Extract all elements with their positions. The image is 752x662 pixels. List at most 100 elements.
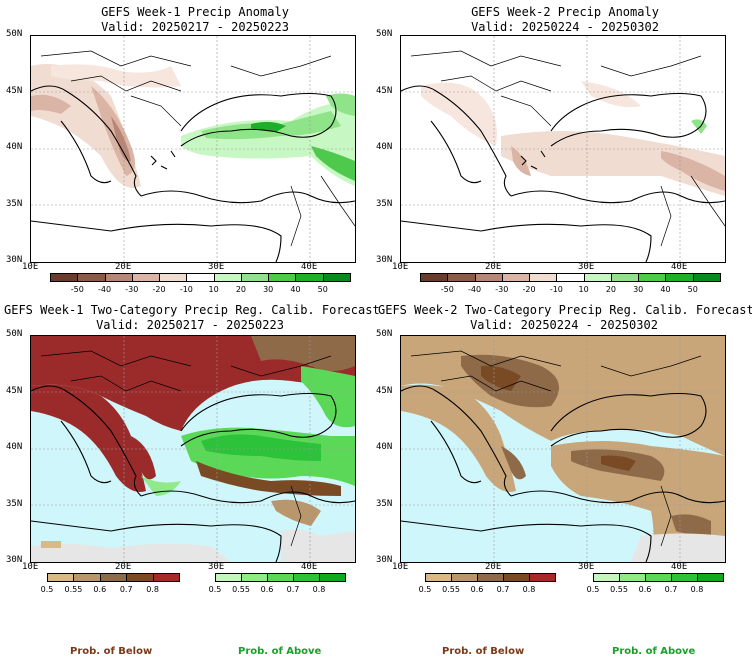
- colorbar-segment: [268, 273, 297, 282]
- lon-label: 10E: [22, 262, 39, 272]
- colorbar-tick-label: 0.8: [690, 585, 704, 594]
- lon-label: 40E: [301, 262, 318, 272]
- lat-label: 50N: [376, 329, 393, 339]
- lat-label: 35N: [376, 498, 393, 509]
- colorbar-tick-label: 0.6: [260, 585, 274, 594]
- colorbar-segment: [671, 573, 698, 582]
- colorbar-tick-label: 20: [235, 285, 246, 294]
- colorbar-tick-label: 0.7: [119, 585, 133, 594]
- colorbar-segment: [638, 273, 667, 282]
- colorbar-segment: [267, 573, 294, 582]
- prob-below-colorbar-week2: 0.5 0.55 0.6 0.7 0.8: [419, 573, 556, 595]
- colorbar-tick-label: 0.55: [232, 585, 250, 594]
- lon-label: 10E: [22, 562, 39, 572]
- colorbar-tick-label: 0.6: [638, 585, 652, 594]
- colorbar-segment: [665, 273, 694, 282]
- colorbar-segment: [593, 573, 620, 582]
- colorbar-segment: [583, 273, 612, 282]
- lat-label: 40N: [6, 442, 23, 452]
- colorbar-tick-label: -30: [495, 285, 509, 294]
- colorbar-tick-label: 10: [208, 285, 219, 294]
- lon-label: 20E: [485, 562, 502, 572]
- lat-label: 50N: [6, 329, 23, 339]
- colorbar-tick-label: 0.5: [418, 585, 432, 594]
- colorbar-tick-label: 0.5: [586, 585, 600, 594]
- lon-label: 40E: [671, 562, 688, 572]
- colorbar-tick-label: -40: [97, 285, 112, 294]
- lon-label: 30E: [208, 562, 225, 572]
- lon-label: 30E: [578, 262, 595, 272]
- colorbar-segment: [447, 273, 476, 282]
- colorbar-segment: [73, 573, 101, 582]
- colorbar-segment: [319, 573, 346, 582]
- colorbar-segment: [104, 273, 133, 282]
- colorbar-tick-label: 50: [687, 285, 698, 294]
- colorbar-segment: [692, 273, 721, 282]
- colorbar-segment: [420, 273, 449, 282]
- colorbar-segment: [501, 273, 531, 282]
- lat-label: 45N: [6, 85, 23, 96]
- colorbar-segment: [186, 273, 215, 282]
- colorbar-tick-label: 0.6: [470, 585, 484, 594]
- map-week1-probability: [30, 335, 356, 563]
- lat-label: 50N: [6, 29, 23, 39]
- colorbar-segment: [213, 273, 242, 282]
- lat-label: 30N: [376, 255, 393, 265]
- colorbar-segment: [152, 573, 180, 582]
- lat-label: 30N: [6, 555, 23, 565]
- lon-label: 10E: [392, 262, 409, 272]
- map-week2-probability: [400, 335, 726, 563]
- colorbar-tick-label: 40: [660, 285, 671, 294]
- colorbar-tick-label: 20: [605, 285, 616, 294]
- colorbar-segment: [215, 573, 242, 582]
- colorbar-segment: [451, 573, 478, 582]
- colorbar-tick-label: 10: [578, 285, 589, 294]
- lon-label: 40E: [671, 262, 688, 272]
- lat-label: 40N: [6, 142, 23, 152]
- colorbar-tick-label: 0.7: [664, 585, 678, 594]
- colorbar-segment: [131, 273, 161, 282]
- colorbar-tick-label: 0.7: [496, 585, 510, 594]
- colorbar-segment: [503, 573, 530, 582]
- lat-label: 40N: [376, 442, 393, 452]
- panel-4-title: GEFS Week-2 Two-Category Precip Reg. Cal…: [378, 303, 752, 332]
- lat-label: 45N: [376, 85, 393, 96]
- colorbar-tick-label: 40: [290, 285, 301, 294]
- lat-label: 40N: [376, 142, 393, 152]
- lat-label: 45N: [6, 385, 23, 396]
- colorbar-tick-label: -20: [522, 285, 536, 294]
- colorbar-segment: [99, 573, 128, 582]
- colorbar-segment: [697, 573, 724, 582]
- colorbar-tick-label: 0.6: [93, 585, 107, 594]
- map-week1-anomaly: [30, 35, 356, 263]
- colorbar-tick-label: 0.5: [208, 585, 222, 594]
- colorbar-segment: [293, 573, 320, 582]
- lat-label: 50N: [376, 29, 393, 39]
- colorbar-tick-label: 0.7: [286, 585, 300, 594]
- colorbar-segment: [529, 273, 558, 282]
- colorbar-segment: [159, 273, 188, 282]
- prob-below-label-2: Prob. of Below: [442, 646, 525, 657]
- prob-above-label-2: Prob. of Above: [612, 646, 696, 657]
- colorbar-segment: [619, 573, 646, 582]
- colorbar-segment: [425, 573, 452, 582]
- lon-label: 30E: [208, 262, 225, 272]
- colorbar-tick-label: 0.8: [522, 585, 536, 594]
- colorbar-segment: [610, 273, 640, 282]
- colorbar-tick-label: 0.5: [40, 585, 54, 594]
- map-week2-anomaly: [400, 35, 726, 263]
- lon-label: 20E: [115, 262, 132, 272]
- colorbar-tick-label: 0.55: [442, 585, 460, 594]
- colorbar-segment: [50, 273, 79, 282]
- colorbar-tick-label: 0.55: [610, 585, 628, 594]
- prob-above-colorbar-week2: 0.5 0.55 0.6 0.7 0.8: [587, 573, 724, 595]
- lon-label: 20E: [115, 562, 132, 572]
- colorbar-segment: [474, 273, 503, 282]
- lat-label: 35N: [6, 198, 23, 209]
- colorbar-tick-label: -50: [440, 285, 454, 294]
- prob-above-colorbar-week1: 0.5 0.55 0.6 0.7 0.8: [209, 573, 346, 595]
- panel-2-title: GEFS Week-2 Precip Anomaly Valid: 2025022…: [471, 5, 659, 34]
- lon-label: 10E: [392, 562, 409, 572]
- colorbar-tick-label: 0.55: [64, 585, 83, 594]
- lon-label: 40E: [301, 562, 318, 572]
